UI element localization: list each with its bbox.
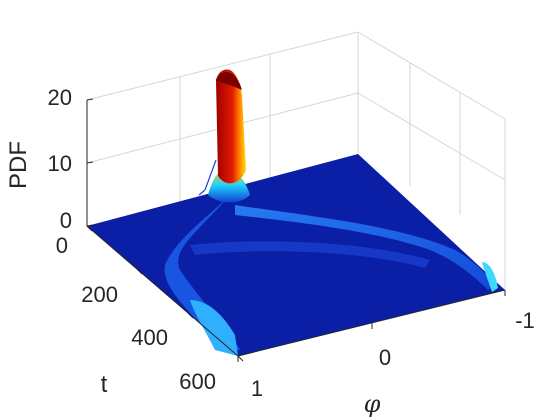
peak [216,69,246,184]
peak-top [216,71,242,90]
t-tick-label-200: 200 [81,282,118,307]
front-axes [86,98,506,362]
t-tick-label-400: 400 [131,325,168,350]
phi-tick-label-neg1: -1 [515,308,535,333]
t-tick-label-600: 600 [179,369,216,394]
z-tick-label-0: 0 [60,208,72,233]
edge-bump-left [190,300,238,356]
ridge-arc [235,205,495,290]
surface [87,69,505,356]
ridge-arc-inner [190,241,430,268]
edge-bump-right [482,262,498,292]
z-tick-label-10: 10 [48,151,72,176]
t-tick-label-0: 0 [56,233,68,258]
z-tick-label-20: 20 [48,85,72,110]
phi-tick-label-1: 1 [251,376,263,401]
phi-axis-title: φ [364,390,381,418]
z-axis-title: PDF [5,141,32,189]
t-axis-title: t [101,371,108,398]
phi-tick-label-0: 0 [379,345,391,370]
